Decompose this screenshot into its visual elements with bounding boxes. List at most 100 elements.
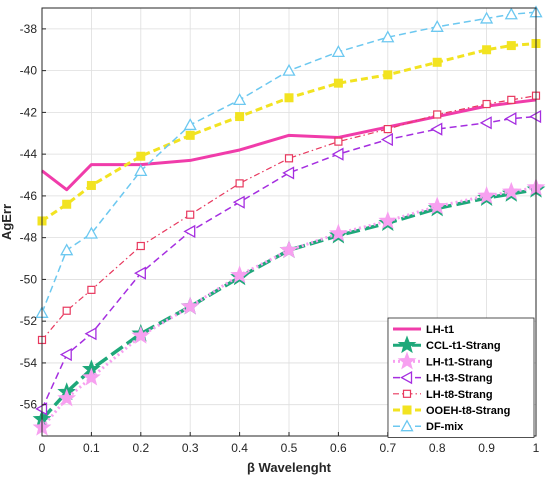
data-point <box>381 30 395 43</box>
x-axis-title: β Wavelenght <box>247 460 332 475</box>
data-point <box>183 118 197 131</box>
y-tick-label: -40 <box>20 64 38 78</box>
y-tick-label: -42 <box>20 105 38 119</box>
legend-item: LH-t3-Strang <box>393 371 493 385</box>
data-point <box>232 195 245 209</box>
legend-box <box>387 317 535 438</box>
data-point <box>427 196 447 215</box>
y-tick-label: -48 <box>20 231 38 245</box>
legend-label: LH-t8-Strang <box>426 389 493 401</box>
data-point <box>402 389 412 398</box>
data-point <box>133 266 146 280</box>
data-point <box>84 327 97 341</box>
data-point <box>62 306 71 315</box>
legend-item: DF-mix <box>393 419 464 433</box>
legend-label: CCL-t1-Strang <box>426 340 501 352</box>
y-tick-label: -46 <box>20 189 38 203</box>
data-point <box>282 166 295 180</box>
ticks: 0 0.1 0.2 0.3 0.4 0.5 0.6 0.7 0.8 0.9 1 -38 -40 -42 -4… <box>20 22 540 455</box>
y-axis-title: AgErr <box>0 204 14 240</box>
data-point <box>230 265 249 284</box>
x-tick-label: 0.7 <box>379 441 396 455</box>
data-point <box>87 285 96 294</box>
data-point <box>185 130 195 140</box>
data-point <box>477 186 496 204</box>
x-tick-label: 0.6 <box>330 441 347 455</box>
data-point <box>331 147 344 161</box>
legend-label: LH-t1 <box>426 324 454 336</box>
y-tick-label: -38 <box>20 22 38 36</box>
legend-label: LH-t3-Strang <box>426 373 493 385</box>
y-tick-label: -44 <box>20 147 38 161</box>
data-point <box>284 93 294 103</box>
legend: LH-t1 CCL-t1-Strang LH-t1-Strang LH-t3-Stra… <box>387 317 535 438</box>
data-point <box>84 226 98 239</box>
y-tick-label: -54 <box>20 356 38 370</box>
x-tick-label: 1 <box>533 441 540 455</box>
series-df-mix <box>35 5 543 318</box>
x-tick-label: 0.1 <box>83 441 100 455</box>
data-point <box>383 124 392 134</box>
legend-label: LH-t1-Strang <box>426 356 493 368</box>
data-point <box>282 63 296 76</box>
data-point <box>235 179 244 188</box>
data-point <box>507 95 516 104</box>
data-point <box>62 199 72 209</box>
data-point <box>233 93 247 106</box>
legend-item: LH-t1-Strang <box>393 351 493 370</box>
data-point <box>482 45 492 55</box>
data-point <box>402 405 412 415</box>
data-point <box>334 137 343 146</box>
data-point <box>378 211 398 229</box>
data-point <box>183 224 196 238</box>
legend-label: OOEH-t8-Strang <box>426 405 510 417</box>
data-point <box>235 112 245 122</box>
data-point <box>57 388 77 407</box>
data-point <box>430 19 444 32</box>
data-point <box>432 57 442 67</box>
data-point <box>186 210 195 219</box>
data-point <box>400 371 413 385</box>
data-point <box>331 44 345 57</box>
data-point <box>59 347 72 362</box>
data-point <box>284 154 294 163</box>
data-point <box>482 99 491 109</box>
data-point <box>180 296 200 315</box>
x-tick-label: 0.5 <box>281 441 298 455</box>
series-line <box>41 98 537 192</box>
legend-item: LH-t8-Strang <box>393 389 493 401</box>
legend-item: OOEH-t8-Strang <box>393 405 510 417</box>
data-point <box>136 151 146 161</box>
x-tick-label: 0.3 <box>182 441 199 455</box>
y-tick-label: -56 <box>20 398 38 412</box>
data-point <box>397 351 417 370</box>
data-point <box>383 70 393 80</box>
series-lh-t1 <box>41 98 537 192</box>
data-point <box>506 41 516 51</box>
data-point <box>501 181 521 200</box>
data-point <box>380 132 393 147</box>
x-tick-label: 0.8 <box>429 441 446 455</box>
legend-label: DF-mix <box>426 421 464 433</box>
data-point <box>333 78 343 88</box>
data-point <box>279 240 299 259</box>
x-tick-label: 0.4 <box>231 441 248 455</box>
y-tick-label: -52 <box>20 314 38 328</box>
data-point <box>400 419 414 432</box>
data-point <box>82 367 101 386</box>
data-point <box>86 180 96 190</box>
x-tick-label: 0.2 <box>132 441 149 455</box>
data-point <box>433 110 442 119</box>
data-point <box>136 241 145 251</box>
series-lh-t3-strang <box>35 109 542 416</box>
data-point <box>397 335 417 354</box>
data-point <box>329 223 348 242</box>
x-tick-label: 0 <box>39 441 46 455</box>
x-tick-label: 0.9 <box>478 441 495 455</box>
data-point <box>430 122 443 136</box>
data-point <box>60 243 74 256</box>
y-tick-label: -50 <box>20 272 38 286</box>
legend-item: CCL-t1-Strang <box>393 335 501 354</box>
data-point <box>504 112 517 126</box>
